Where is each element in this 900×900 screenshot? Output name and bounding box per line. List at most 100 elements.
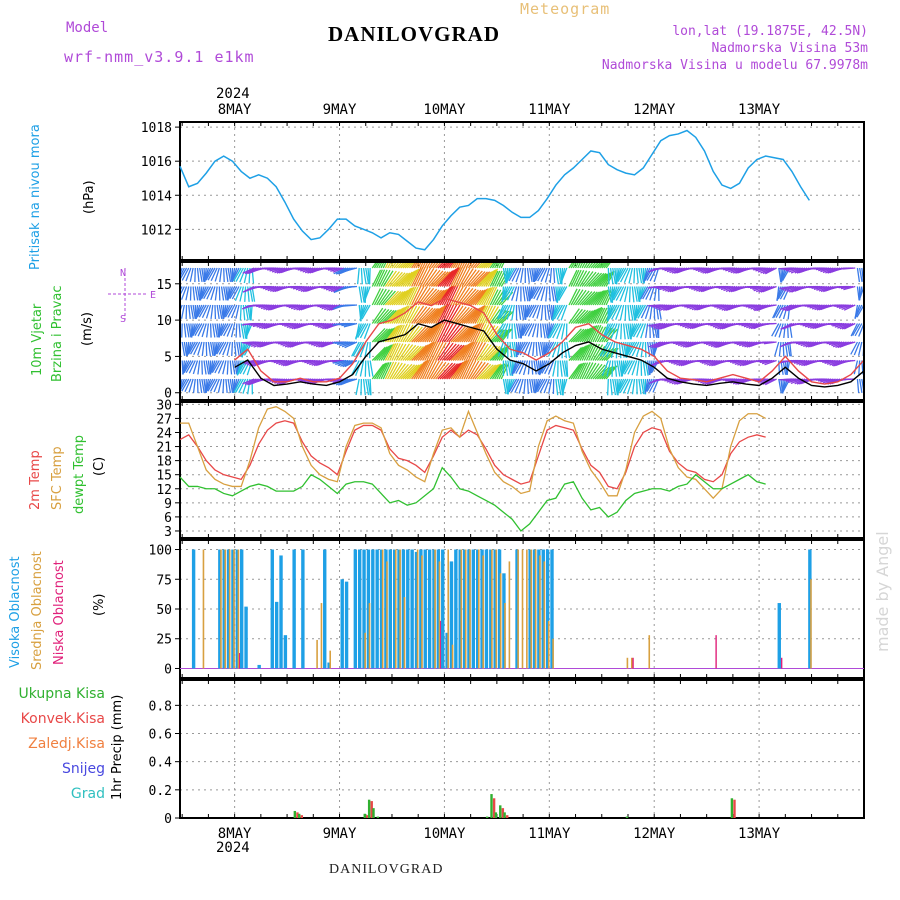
- model-label: Model: [66, 20, 109, 36]
- wind-arrow: [459, 267, 471, 287]
- wind-arrow: [536, 286, 544, 301]
- wind-arrow: [199, 378, 203, 393]
- precip-total-bar: [730, 798, 734, 818]
- wind-arrow: [402, 262, 410, 269]
- cloud-mid-bar: [521, 549, 524, 669]
- wind-arrow: [424, 359, 435, 380]
- wind-arrow: [832, 322, 845, 327]
- wind-arrow: [343, 304, 358, 307]
- wind-arrow: [206, 286, 214, 300]
- wind-arrow: [467, 289, 484, 306]
- wind-arrow: [555, 267, 560, 285]
- wind-arrow: [400, 271, 415, 287]
- wind-arrow: [363, 286, 371, 302]
- wind-arrow: [485, 286, 495, 306]
- wind-arrow: [522, 286, 526, 302]
- wind-arrow: [212, 323, 216, 338]
- wind-arrow: [373, 288, 384, 306]
- wind-arrow: [267, 285, 279, 292]
- cloud-mid-bar: [438, 561, 441, 669]
- wind-arrow: [535, 378, 544, 393]
- wind-arrow: [450, 305, 464, 324]
- wind-arrow: [611, 360, 614, 377]
- wind-arrow: [207, 341, 212, 356]
- wind-arrow: [437, 286, 451, 306]
- wind-arrow: [437, 322, 448, 343]
- wind-arrow: [201, 323, 207, 338]
- wind-arrow: [474, 271, 491, 287]
- wind-arrow: [820, 285, 832, 293]
- wind-arrow: [652, 378, 660, 393]
- wind-arrow: [378, 289, 390, 306]
- wind-arrow: [778, 323, 784, 338]
- wind-arrow: [472, 288, 488, 306]
- wind-arrow: [781, 285, 795, 291]
- wind-arrow: [267, 304, 279, 311]
- wind-arrow: [502, 286, 511, 301]
- wind-arrow: [216, 341, 225, 355]
- wind-arrow: [201, 341, 205, 357]
- cloud-high-bar: [537, 549, 541, 669]
- wind-arrow: [533, 267, 542, 281]
- wind-arrow: [437, 270, 454, 287]
- wind-arrow: [242, 304, 246, 321]
- cloud-mid-bar: [504, 603, 506, 669]
- wind-arrow: [461, 307, 478, 324]
- wind-arrow: [467, 341, 478, 361]
- cloud-mid-bar: [416, 549, 419, 669]
- wind-arrow: [737, 359, 749, 366]
- wind-arrow: [623, 360, 633, 375]
- wind-arrow: [315, 341, 327, 348]
- precip-conv-bar: [501, 808, 505, 818]
- wind-arrow: [592, 272, 607, 287]
- wind-arrow: [207, 360, 211, 375]
- wind-arrow: [843, 322, 856, 330]
- wind-arrow: [510, 378, 520, 393]
- wind-arrow: [373, 363, 386, 380]
- wind-arrow: [575, 345, 587, 361]
- wind-arrow: [664, 285, 677, 292]
- wind-arrow: [531, 378, 535, 393]
- wind-arrow: [325, 285, 338, 291]
- wind-arrow: [358, 286, 363, 303]
- precip-total-bar: [503, 812, 506, 818]
- wind-arrow: [432, 361, 447, 380]
- wind-arrow: [222, 341, 229, 356]
- wind-arrow: [227, 304, 236, 318]
- wind-arrow: [854, 323, 863, 337]
- wind-arrow: [234, 286, 242, 302]
- wind-arrow: [645, 286, 653, 300]
- wind-arrow: [601, 271, 612, 287]
- wind-arrow: [373, 308, 387, 324]
- wind-arrow: [359, 360, 365, 377]
- wind-arrow: [476, 323, 487, 343]
- wind-arrow: [404, 345, 420, 361]
- wind-arrow: [387, 343, 397, 361]
- wind-arrow: [333, 285, 345, 293]
- wind-arrow: [718, 285, 731, 290]
- wind-arrow: [448, 325, 464, 343]
- wind-arrow: [659, 285, 672, 291]
- wind-arrow: [496, 270, 506, 287]
- precip-total-bar: [376, 816, 380, 818]
- wind-arrow: [581, 262, 586, 269]
- wind-arrow: [840, 285, 854, 290]
- wind-arrow: [214, 341, 223, 355]
- wind-arrow: [699, 359, 712, 363]
- wind-arrow: [235, 323, 238, 338]
- wind-arrows: [180, 262, 864, 396]
- wind-arrow: [265, 304, 277, 311]
- wind-arrow: [382, 344, 394, 361]
- wind-arrow: [393, 363, 406, 380]
- cloud-high-bar: [327, 662, 331, 669]
- wind-arrow: [421, 262, 427, 269]
- cloud-mid-bar: [530, 549, 533, 669]
- wind-arrow: [728, 285, 740, 293]
- wind-arrow: [487, 268, 499, 287]
- wind-arrow: [503, 286, 513, 301]
- day-label-bottom-4: 12MAY: [633, 826, 676, 842]
- wind-arrow: [300, 267, 312, 272]
- wind-arrow: [233, 378, 242, 393]
- wind-arrow: [433, 271, 449, 287]
